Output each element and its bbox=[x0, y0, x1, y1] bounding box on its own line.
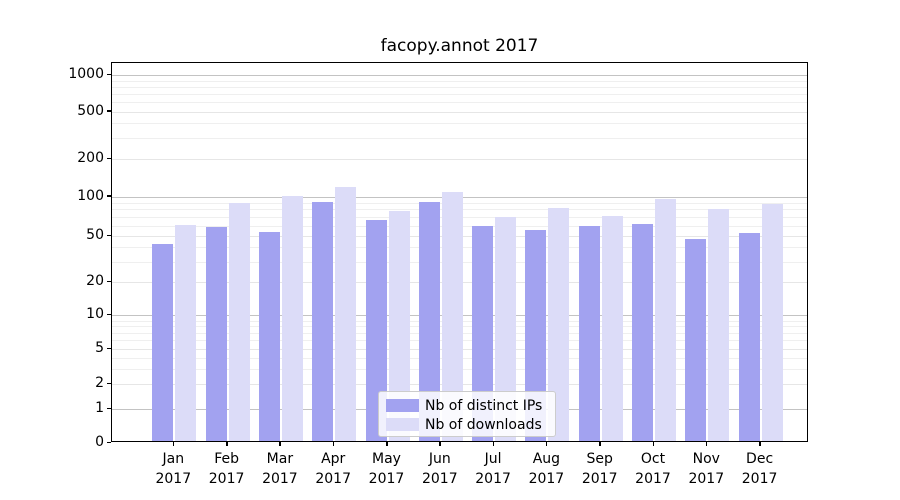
x-tick-mark bbox=[439, 442, 441, 446]
chart-title: facopy.annot 2017 bbox=[380, 36, 539, 56]
y-tick-label: 200 bbox=[77, 150, 104, 167]
bar-distinct-ips bbox=[578, 225, 600, 441]
gridline-major bbox=[112, 75, 807, 76]
x-tick-mark bbox=[759, 442, 761, 446]
bar-downloads bbox=[228, 203, 250, 441]
x-tick-mark bbox=[652, 442, 654, 446]
y-tick-mark bbox=[107, 441, 111, 443]
y-tick-mark bbox=[107, 157, 111, 160]
x-tick-label: Nov 2017 bbox=[688, 451, 725, 487]
x-tick-mark bbox=[599, 442, 601, 446]
x-tick-label: Jul 2017 bbox=[475, 451, 511, 487]
bar-distinct-ips bbox=[418, 201, 440, 441]
x-tick-mark bbox=[492, 442, 495, 446]
bar-downloads bbox=[175, 224, 197, 441]
legend-label: Nb of distinct IPs bbox=[425, 397, 543, 414]
bar-downloads bbox=[708, 208, 730, 441]
y-tick-label: 10 bbox=[86, 306, 104, 323]
x-tick-label: May 2017 bbox=[368, 451, 405, 487]
x-tick-label: Apr 2017 bbox=[315, 451, 351, 487]
y-tick-label: 0 bbox=[95, 434, 104, 450]
y-tick-mark bbox=[107, 195, 111, 197]
bar-distinct-ips bbox=[365, 219, 387, 441]
gridline-minor bbox=[112, 138, 807, 140]
bar-distinct-ips bbox=[685, 239, 707, 441]
bar-downloads bbox=[601, 215, 623, 441]
x-tick-label: Dec 2017 bbox=[741, 451, 778, 487]
x-tick-mark bbox=[386, 442, 388, 446]
bar-distinct-ips bbox=[632, 223, 653, 441]
y-tick-mark bbox=[107, 313, 111, 316]
x-tick-label: Jan 2017 bbox=[155, 451, 192, 487]
y-tick-label: 2 bbox=[95, 375, 104, 392]
bar-downloads bbox=[761, 204, 783, 441]
legend-item: Nb of downloads bbox=[386, 415, 555, 434]
y-tick-label: 1000 bbox=[68, 66, 104, 82]
x-tick-mark bbox=[332, 442, 335, 446]
y-tick-label: 1 bbox=[95, 400, 104, 417]
y-tick-label: 50 bbox=[86, 227, 104, 243]
gridline-minor bbox=[112, 159, 807, 161]
y-tick-mark bbox=[107, 382, 111, 385]
y-tick-mark bbox=[107, 407, 111, 410]
legend-swatch bbox=[386, 418, 419, 431]
gridline-minor bbox=[112, 86, 807, 88]
bar-downloads bbox=[335, 187, 357, 441]
x-tick-label: Oct 2017 bbox=[635, 451, 671, 487]
y-tick-label: 5 bbox=[95, 340, 104, 357]
gridline-minor bbox=[112, 123, 807, 125]
bar-downloads bbox=[655, 199, 676, 441]
gridline-minor bbox=[112, 111, 807, 113]
legend: Nb of distinct IPs Nb of downloads bbox=[378, 391, 556, 437]
y-tick-label: 20 bbox=[86, 273, 104, 289]
x-tick-mark bbox=[705, 442, 708, 446]
y-tick-label: 100 bbox=[77, 187, 104, 204]
legend-swatch bbox=[386, 399, 419, 412]
y-tick-mark bbox=[107, 110, 111, 112]
x-tick-label: Aug 2017 bbox=[528, 451, 565, 487]
y-tick-label: 500 bbox=[77, 102, 104, 119]
x-tick-label: Sep 2017 bbox=[581, 451, 618, 487]
x-tick-label: Mar 2017 bbox=[262, 451, 298, 487]
bar-distinct-ips bbox=[152, 244, 174, 441]
bar-distinct-ips bbox=[312, 201, 334, 441]
bar-distinct-ips bbox=[205, 226, 227, 441]
bar-downloads bbox=[441, 192, 463, 441]
bar-downloads bbox=[281, 196, 303, 441]
x-tick-label: Jun 2017 bbox=[421, 451, 458, 487]
bar-distinct-ips bbox=[738, 232, 760, 441]
x-tick-mark bbox=[172, 442, 175, 446]
x-tick-mark bbox=[545, 442, 548, 446]
bar-downloads bbox=[495, 216, 517, 441]
plot-area bbox=[111, 62, 808, 442]
gridline-minor bbox=[112, 102, 807, 103]
x-tick-label: Feb 2017 bbox=[208, 451, 245, 487]
legend-item: Nb of distinct IPs bbox=[386, 396, 555, 415]
y-tick-mark bbox=[107, 347, 111, 350]
y-tick-mark bbox=[107, 73, 111, 75]
y-tick-mark bbox=[107, 280, 111, 282]
bar-distinct-ips bbox=[472, 225, 494, 441]
bar-distinct-ips bbox=[258, 231, 280, 441]
gridline-minor bbox=[112, 93, 807, 95]
bar-downloads bbox=[548, 207, 570, 441]
legend-label: Nb of downloads bbox=[425, 416, 542, 433]
x-tick-mark bbox=[279, 442, 281, 446]
y-tick-mark bbox=[107, 234, 111, 236]
bar-downloads bbox=[388, 210, 410, 441]
x-tick-mark bbox=[226, 442, 228, 446]
gridline-minor bbox=[112, 80, 807, 82]
bar-distinct-ips bbox=[525, 229, 547, 441]
